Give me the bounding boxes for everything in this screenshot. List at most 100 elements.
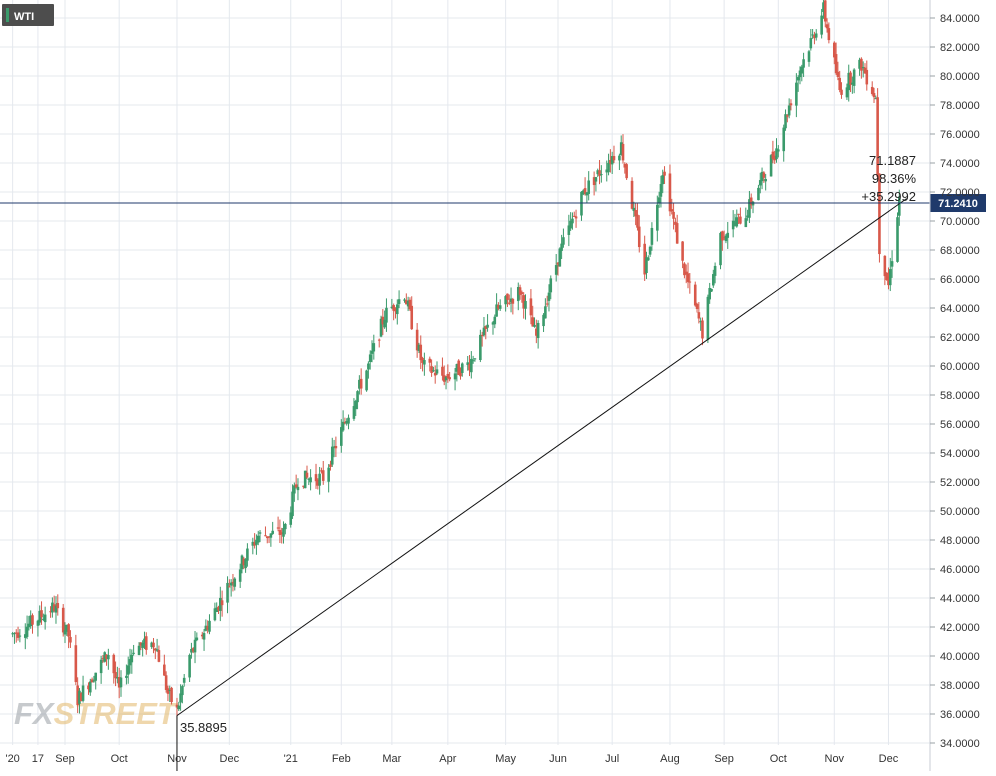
candle-up	[347, 417, 350, 424]
candle-up	[269, 533, 273, 538]
candle-down	[231, 581, 235, 584]
candle-down	[166, 688, 170, 694]
candle-down	[693, 284, 697, 306]
candle-down	[228, 586, 231, 588]
candle-up	[567, 225, 571, 235]
candle-down	[681, 241, 684, 261]
candle-down	[276, 527, 280, 529]
candle-down	[623, 163, 627, 168]
candle-up	[395, 304, 399, 315]
candle-up	[777, 149, 780, 152]
candle-down	[280, 532, 284, 535]
candle-down	[441, 366, 444, 376]
candle-up	[596, 170, 600, 175]
candle-up	[397, 299, 401, 305]
candle-down	[786, 115, 789, 117]
candle-up	[88, 681, 92, 693]
candle-up	[29, 615, 32, 627]
measure-label-2: 98.36%	[872, 171, 917, 186]
candle-down	[630, 180, 634, 209]
candle-up	[358, 379, 361, 389]
candle-up	[141, 642, 144, 648]
candle-up	[549, 278, 553, 293]
candle-up	[822, 2, 825, 13]
candle-up	[491, 322, 495, 325]
candle-down	[49, 611, 52, 613]
candle-down	[860, 58, 863, 71]
symbol-badge[interactable]: WTI	[2, 4, 54, 26]
candle-up	[744, 218, 748, 228]
candle-up	[119, 677, 123, 688]
candle-up	[562, 237, 565, 245]
candle-up	[713, 265, 717, 276]
x-tick-label: Oct	[770, 753, 787, 765]
candle-down	[531, 317, 535, 327]
candle-up	[650, 227, 654, 245]
candle-up	[435, 369, 439, 374]
candle-up	[202, 633, 206, 640]
candle-up	[807, 51, 811, 62]
candle-down	[636, 214, 639, 228]
y-tick-label: 70.0000	[940, 216, 980, 228]
measure-label-3: +35.2992	[861, 189, 916, 204]
candle-up	[137, 645, 141, 655]
candle-up	[751, 201, 755, 206]
candle-up	[731, 220, 735, 230]
candle-up	[498, 305, 502, 309]
candle-up	[36, 620, 40, 626]
candle-up	[746, 215, 749, 218]
candle-up	[43, 614, 47, 623]
candle-up	[760, 171, 764, 182]
candle-up	[706, 296, 710, 340]
candle-down	[220, 600, 224, 606]
candle-up	[708, 287, 711, 300]
candle-up	[38, 610, 42, 623]
candle-up	[800, 66, 804, 74]
candle-down	[863, 67, 867, 74]
candle-up	[769, 155, 773, 177]
candle-down	[545, 303, 549, 305]
candle-down	[410, 305, 414, 330]
x-tick-label: Aug	[660, 753, 680, 765]
candle-down	[663, 171, 666, 176]
candle-down	[739, 216, 742, 224]
candle-down	[507, 302, 511, 304]
y-tick-label: 36.0000	[940, 709, 980, 721]
candle-down	[117, 677, 121, 688]
candle-down	[674, 221, 677, 225]
x-tick-label: May	[495, 753, 516, 765]
candle-down	[825, 24, 829, 29]
candle-down	[813, 35, 816, 39]
candle-up	[99, 659, 103, 674]
candle-up	[482, 327, 486, 336]
candle-down	[446, 373, 450, 379]
candle-down	[722, 237, 726, 239]
candle-down	[265, 536, 269, 539]
candle-down	[16, 632, 20, 638]
x-tick-label: Mar	[382, 753, 401, 765]
candle-up	[661, 175, 665, 185]
candle-up	[444, 377, 448, 381]
candle-up	[733, 223, 737, 225]
candle-down	[721, 231, 724, 241]
candle-down	[428, 358, 432, 363]
y-tick-label: 78.0000	[940, 100, 980, 112]
x-tick-label: Dec	[220, 753, 240, 765]
candle-up	[128, 659, 132, 666]
candle-down	[762, 172, 766, 178]
candle-down	[152, 642, 155, 648]
candle-up	[796, 77, 800, 81]
candle-down	[683, 263, 686, 276]
candle-up	[78, 690, 81, 704]
candle-down	[771, 151, 775, 159]
candle-up	[213, 608, 217, 621]
candle-down	[823, 0, 827, 22]
candle-up	[233, 578, 237, 587]
candle-down	[637, 226, 641, 248]
candle-down	[865, 69, 869, 85]
candle-up	[345, 421, 349, 424]
candle-up	[179, 693, 182, 703]
candle-up	[657, 197, 661, 204]
